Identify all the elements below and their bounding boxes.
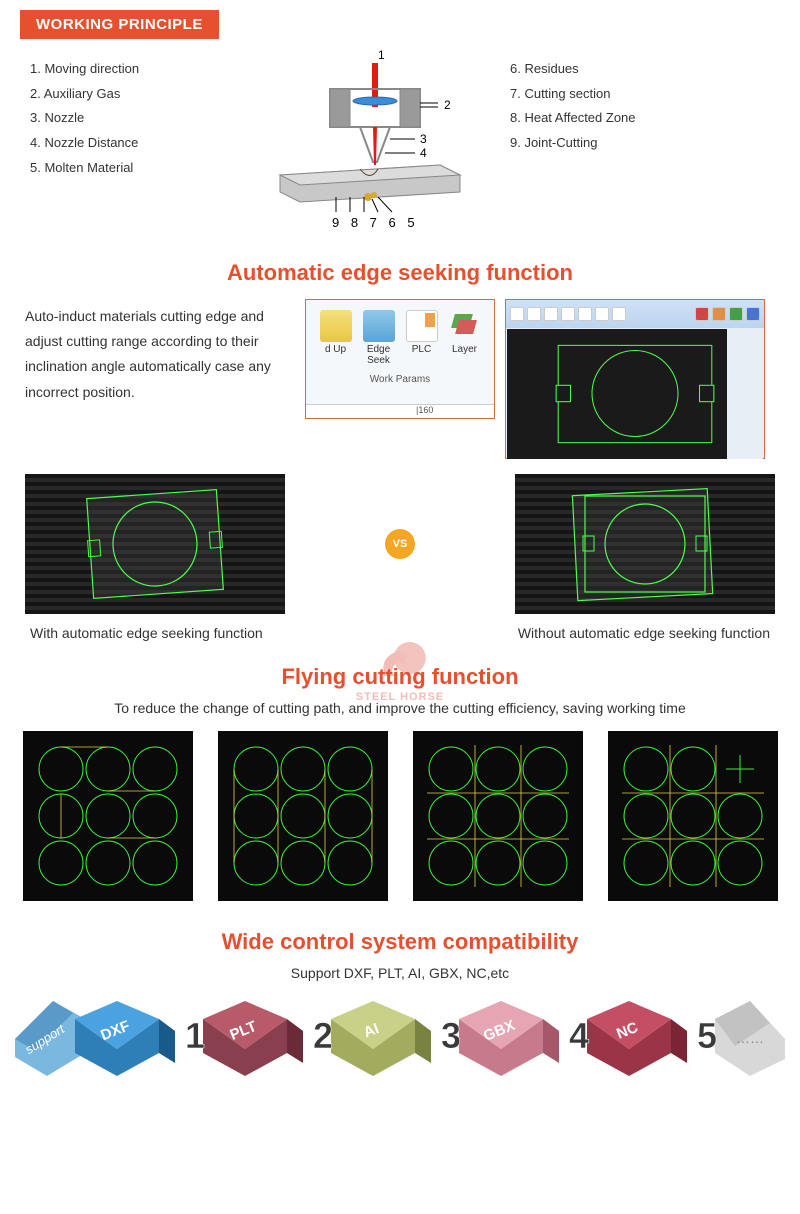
diagram-labels-bottom: 9 8 7 6 5: [332, 215, 419, 230]
workpiece-icon: [280, 165, 460, 202]
compare-image-with: [25, 474, 285, 614]
caption-left: With automatic edge seeking function: [30, 625, 263, 641]
format-ribbons: support DXF 1 PLT 2 AI 3: [0, 991, 800, 1101]
vs-badge: VS: [385, 529, 415, 559]
section-title-flying: Flying cutting function: [0, 656, 800, 698]
toolbar-item: PLC: [402, 310, 442, 366]
ribbon-item: GBX 4: [459, 1001, 587, 1071]
cad-software-screenshot: [505, 299, 765, 459]
legend-item: 6. Residues: [510, 57, 770, 82]
svg-text:……: ……: [736, 1030, 764, 1046]
ribbon-item: PLT 2: [203, 1001, 331, 1071]
legend-left: 1. Moving direction 2. Auxiliary Gas 3. …: [30, 47, 230, 180]
lens-icon: [353, 97, 397, 105]
comparison-captions: With automatic edge seeking function Wit…: [0, 619, 800, 656]
toolbar-item: Layer: [445, 310, 485, 366]
toolbar-item: Edge Seek: [359, 310, 399, 366]
legend-item: 7. Cutting section: [510, 82, 770, 107]
ribbon-item: DXF 1: [75, 1001, 203, 1071]
legend-item: 2. Auxiliary Gas: [30, 82, 230, 107]
diagram-label-1: 1: [378, 48, 385, 62]
ribbon-more: ……: [715, 1001, 775, 1071]
caption-right: Without automatic edge seeking function: [518, 625, 770, 641]
section-title-compat: Wide control system compatibility: [0, 921, 800, 963]
diagram-label-3: 3: [420, 132, 427, 146]
flying-cutting-images: [0, 726, 800, 921]
diagram-label-2: 2: [444, 98, 451, 112]
molten-icon: [364, 193, 372, 201]
comparison-row: VS: [0, 469, 800, 619]
compare-image-without: [515, 474, 775, 614]
toolbar-item: d Up: [316, 310, 356, 366]
ribbon-support: support: [15, 1001, 75, 1071]
principle-diagram: 1 2 3 4 9 8 7 6 5: [240, 47, 500, 237]
legend-item: 9. Joint-Cutting: [510, 131, 770, 156]
legend-item: 8. Heat Affected Zone: [510, 106, 770, 131]
legend-item: 1. Moving direction: [30, 57, 230, 82]
flying-image: [218, 731, 388, 901]
ribbon-item: AI 3: [331, 1001, 459, 1071]
section-title-edge: Automatic edge seeking function: [0, 252, 800, 294]
legend-item: 5. Molten Material: [30, 156, 230, 181]
ribbon-item: NC 5: [587, 1001, 715, 1071]
flying-description: To reduce the change of cutting path, an…: [0, 698, 800, 726]
principle-section: 1. Moving direction 2. Auxiliary Gas 3. …: [0, 39, 800, 252]
edge-seeking-row: Auto-induct materials cutting edge and a…: [0, 294, 800, 469]
diagram-label-4: 4: [420, 146, 427, 160]
legend-item: 4. Nozzle Distance: [30, 131, 230, 156]
flying-image: [23, 731, 193, 901]
legend-item: 3. Nozzle: [30, 106, 230, 131]
legend-right: 6. Residues 7. Cutting section 8. Heat A…: [510, 47, 770, 156]
compat-description: Support DXF, PLT, AI, GBX, NC,etc: [0, 963, 800, 991]
edge-description: Auto-induct materials cutting edge and a…: [25, 299, 285, 405]
toolbar-group-label: Work Params: [306, 368, 494, 385]
flying-image: [413, 731, 583, 901]
toolbar-screenshot: d Up Edge Seek PLC Layer Work Params |16…: [305, 299, 495, 419]
page-title-badge: WORKING PRINCIPLE: [20, 10, 219, 39]
flying-image: [608, 731, 778, 901]
header: WORKING PRINCIPLE: [0, 0, 800, 39]
